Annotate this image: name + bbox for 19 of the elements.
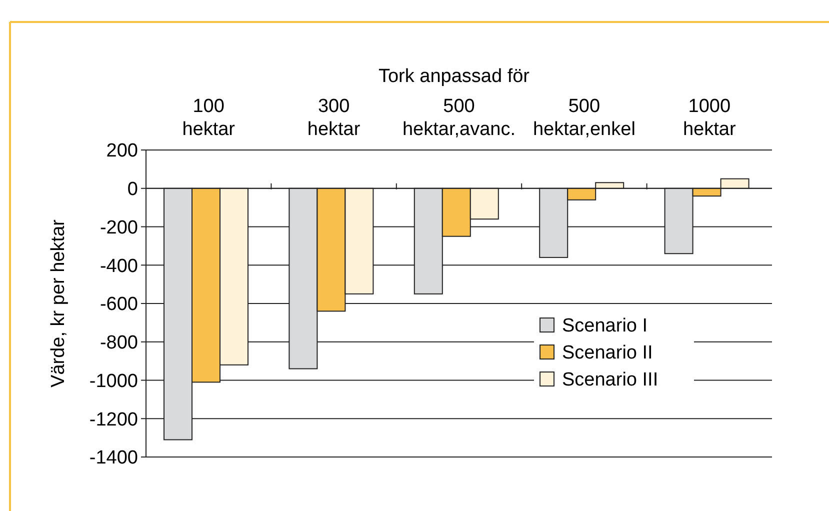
legend-label: Scenario III bbox=[562, 370, 658, 391]
x-axis-title: Tork anpassad för bbox=[378, 66, 530, 87]
y-tick-label: -400 bbox=[100, 256, 138, 277]
x-tick-label: 500 hektar,enkel bbox=[532, 96, 636, 140]
x-tick-label: 1000 hektar bbox=[682, 96, 736, 140]
y-tick-label: -200 bbox=[100, 217, 138, 238]
x-tick-label: 500 hektar,avanc. bbox=[402, 96, 516, 140]
legend-label: Scenario I bbox=[562, 316, 648, 337]
legend-label: Scenario II bbox=[562, 342, 653, 364]
y-tick-label: -1400 bbox=[89, 448, 138, 469]
y-tick-label: -800 bbox=[100, 332, 138, 354]
y-tick-label: -1200 bbox=[89, 409, 138, 430]
y-tick-label: 0 bbox=[127, 179, 138, 200]
y-tick-label: -1000 bbox=[89, 370, 138, 392]
y-tick-label: 200 bbox=[106, 140, 138, 162]
y-axis-title: Värde, kr per hektar bbox=[48, 218, 69, 388]
y-tick-label: -600 bbox=[100, 294, 138, 316]
x-tick-label: 300 hektar bbox=[307, 96, 361, 140]
x-tick-label: 100 hektar bbox=[182, 96, 236, 140]
